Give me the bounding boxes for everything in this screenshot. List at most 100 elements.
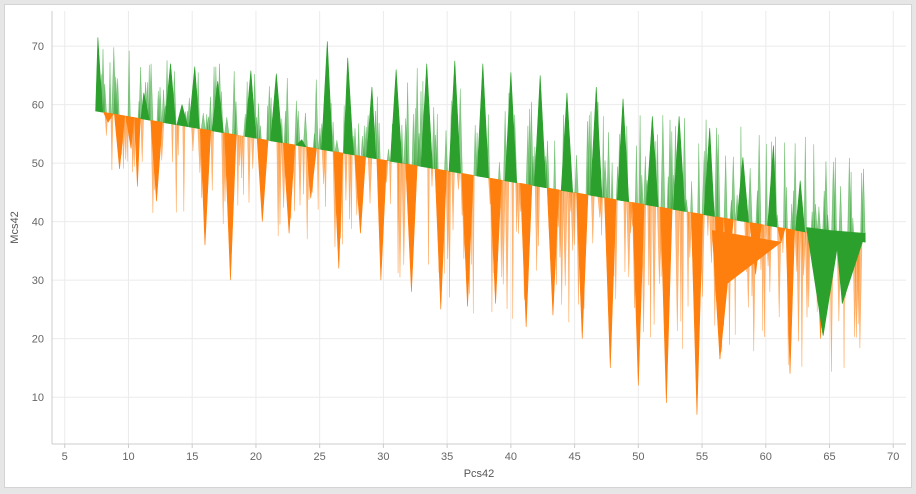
y-tick-label: 40 xyxy=(32,217,44,229)
area-spike-below xyxy=(785,228,795,374)
area-spike-below xyxy=(546,187,559,316)
area-spike-below xyxy=(604,197,617,368)
texture-spike xyxy=(849,171,853,241)
texture-spike xyxy=(634,145,638,204)
texture-spike xyxy=(623,200,627,272)
area-spike-above xyxy=(767,145,778,228)
area-spike-below xyxy=(461,173,474,307)
texture-spike xyxy=(316,148,320,210)
area-spike-below xyxy=(354,154,366,234)
texture-spike xyxy=(777,226,782,318)
texture-spike xyxy=(803,136,807,233)
texture-spike xyxy=(182,125,186,212)
texture-spike xyxy=(757,135,762,225)
area-chart: 5 10 15 20 25 30 35 40 45 50 55 60 65 70 10 20 30 40 50 60… xyxy=(9,11,906,480)
area-spike-above xyxy=(140,92,150,121)
area-spike-above xyxy=(164,63,177,125)
texture-spike xyxy=(649,205,652,338)
texture-spike xyxy=(344,153,348,201)
area-spike-below xyxy=(200,128,212,246)
texture-spike xyxy=(350,154,353,229)
texture-spike xyxy=(436,114,439,170)
texture-spike xyxy=(697,143,701,215)
texture-spike xyxy=(386,149,391,162)
texture-spike xyxy=(448,170,451,298)
area-spike-above xyxy=(244,70,257,139)
y-tick-label: 20 xyxy=(32,334,44,346)
texture-spike xyxy=(785,187,788,230)
texture-spike xyxy=(238,135,242,166)
area-spike-below xyxy=(224,132,237,281)
area-spike-below xyxy=(283,142,296,234)
area-spike-above xyxy=(343,57,354,156)
area-wedge-below xyxy=(711,230,782,360)
x-tick-label: 10 xyxy=(122,451,134,463)
texture-spike xyxy=(208,96,213,132)
area-spike-below xyxy=(690,212,704,415)
area-spike-above xyxy=(504,72,517,184)
texture-spike xyxy=(298,145,302,206)
chart-panel: 5 10 15 20 25 30 35 40 45 50 55 60 65 70 10 20 30 40 50 60… xyxy=(4,4,912,488)
area-spike-above xyxy=(646,116,659,208)
area-spike-above xyxy=(448,60,461,174)
texture-spike xyxy=(562,190,568,286)
area-spike-below xyxy=(333,151,344,269)
area-spike-above xyxy=(590,87,603,198)
y-axis-ticks: 10 20 30 40 50 60 70 xyxy=(32,41,44,404)
y-tick-label: 30 xyxy=(32,275,44,287)
x-tick-label: 15 xyxy=(186,451,198,463)
area-spike-above xyxy=(176,104,189,128)
texture-spike xyxy=(660,115,666,209)
area-spike-below xyxy=(102,111,114,123)
texture-spike xyxy=(768,225,772,292)
area-spike-below xyxy=(520,183,533,327)
texture-spike xyxy=(334,140,340,153)
texture-spike xyxy=(174,124,178,213)
texture-spike xyxy=(314,79,319,150)
x-tick-label: 20 xyxy=(250,451,262,463)
texture-spike xyxy=(793,143,797,231)
texture-spike xyxy=(210,130,214,191)
area-spike-below xyxy=(134,117,141,187)
texture-spike xyxy=(591,195,595,244)
texture-spike xyxy=(838,186,843,239)
texture-spike xyxy=(681,210,684,349)
area-spike-below xyxy=(660,206,673,404)
texture-spike xyxy=(573,192,576,245)
y-tick-label: 10 xyxy=(32,392,44,404)
x-tick-label: 55 xyxy=(696,451,708,463)
area-spike-above xyxy=(795,180,806,233)
x-tick-label: 25 xyxy=(314,451,326,463)
x-axis-title: Pcs42 xyxy=(464,468,495,480)
area-spike-above xyxy=(476,63,489,179)
area-spike-below xyxy=(632,202,645,386)
texture-spike xyxy=(247,136,251,203)
texture-spike xyxy=(200,113,206,130)
area-spike-below xyxy=(434,168,447,310)
texture-spike xyxy=(706,214,710,236)
texture-spike xyxy=(796,230,801,342)
x-tick-label: 50 xyxy=(632,451,644,463)
x-axis-ticks: 5 10 15 20 25 30 35 40 45 50 55 60 65 70 xyxy=(62,444,899,463)
texture-spike xyxy=(553,140,556,190)
texture-spike xyxy=(731,156,736,221)
texture-spike xyxy=(427,167,430,265)
x-tick-label: 35 xyxy=(441,451,453,463)
texture-spike xyxy=(176,124,180,156)
texture-spike xyxy=(567,191,571,323)
texture-spike xyxy=(377,123,381,160)
area-spike-above xyxy=(534,75,547,189)
area-spike-below xyxy=(376,158,387,281)
texture-spike xyxy=(600,196,603,236)
y-tick-label: 60 xyxy=(32,100,44,112)
axes xyxy=(51,11,906,445)
texture-spike xyxy=(140,118,144,162)
texture-spike xyxy=(405,82,410,165)
texture-spike xyxy=(690,181,693,214)
texture-spike xyxy=(108,62,112,114)
y-tick-label: 50 xyxy=(32,158,44,170)
texture-spike xyxy=(367,157,373,204)
texture-spike xyxy=(123,115,127,160)
texture-spike xyxy=(498,162,501,181)
gridlines xyxy=(52,11,906,444)
